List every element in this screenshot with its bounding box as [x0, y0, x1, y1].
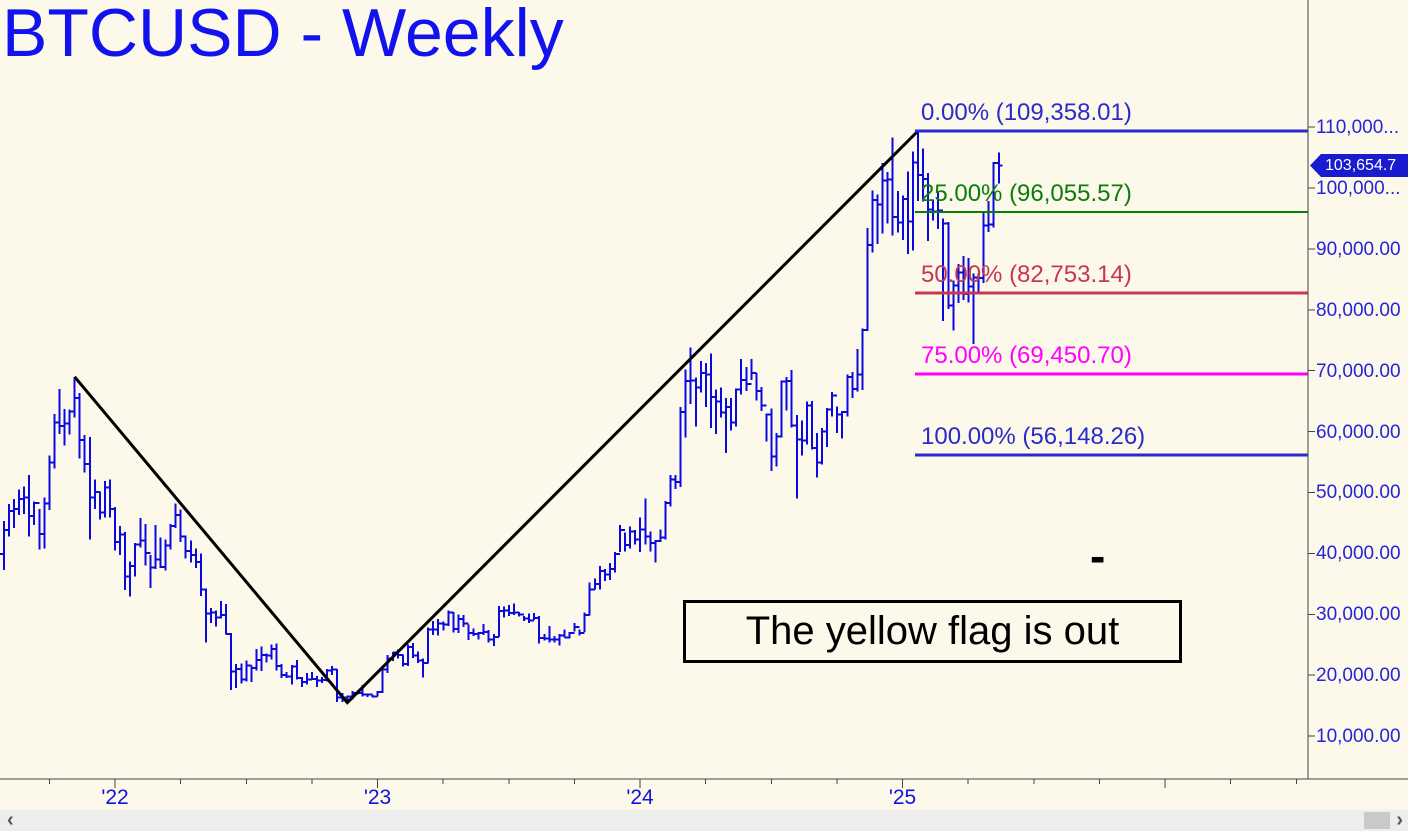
axis-frame: [0, 0, 1408, 788]
horizontal-scrollbar[interactable]: ‹ ›: [0, 810, 1408, 831]
y-axis-label: 110,000...: [1316, 117, 1400, 139]
chart-title: BTCUSD - Weekly: [2, 0, 564, 71]
x-axis-year-label: '23: [363, 786, 392, 809]
fib-label-25.00%: 25.00% (96,055.57): [921, 180, 1132, 207]
y-axis-label: 60,000.00: [1316, 421, 1401, 443]
y-axis-label: 70,000.00: [1316, 360, 1401, 382]
annotation-box[interactable]: The yellow flag is out: [683, 600, 1182, 663]
y-axis-label: 20,000.00: [1316, 665, 1401, 687]
annotation-text: The yellow flag is out: [745, 609, 1120, 653]
last-price-value: 103,654.7: [1325, 157, 1397, 174]
trendline[interactable]: [73, 129, 920, 705]
y-axis-label: 30,000.00: [1316, 604, 1401, 626]
price-bars: [0, 130, 1003, 703]
scroll-right-icon[interactable]: ›: [1396, 809, 1403, 831]
y-axis-label: 10,000.00: [1316, 726, 1401, 748]
x-axis-year-label: '22: [101, 786, 129, 809]
y-axis-label: 50,000.00: [1316, 482, 1401, 504]
x-axis-year-label: '24: [626, 786, 654, 809]
scrollbar-thumb[interactable]: [1364, 812, 1390, 829]
fib-label-50.00%: 50.00% (82,753.14): [921, 261, 1132, 289]
y-axis-label: 40,000.00: [1316, 543, 1401, 565]
x-axis-year-label: '25: [888, 786, 917, 809]
dash-annotation[interactable]: -: [1090, 530, 1106, 582]
last-price-badge: 103,654.7: [1310, 154, 1408, 177]
y-axis-label: 100,000...: [1316, 177, 1401, 199]
fib-label-0.00%: 0.00% (109,358.01): [921, 98, 1132, 126]
fib-label-100.00%: 100.00% (56,148.26): [921, 423, 1146, 451]
y-axis-label: 90,000.00: [1316, 238, 1401, 260]
y-axis-label: 80,000.00: [1316, 299, 1401, 321]
scroll-left-icon[interactable]: ‹: [7, 809, 14, 831]
fib-label-75.00%: 75.00% (69,450.70): [921, 342, 1132, 370]
